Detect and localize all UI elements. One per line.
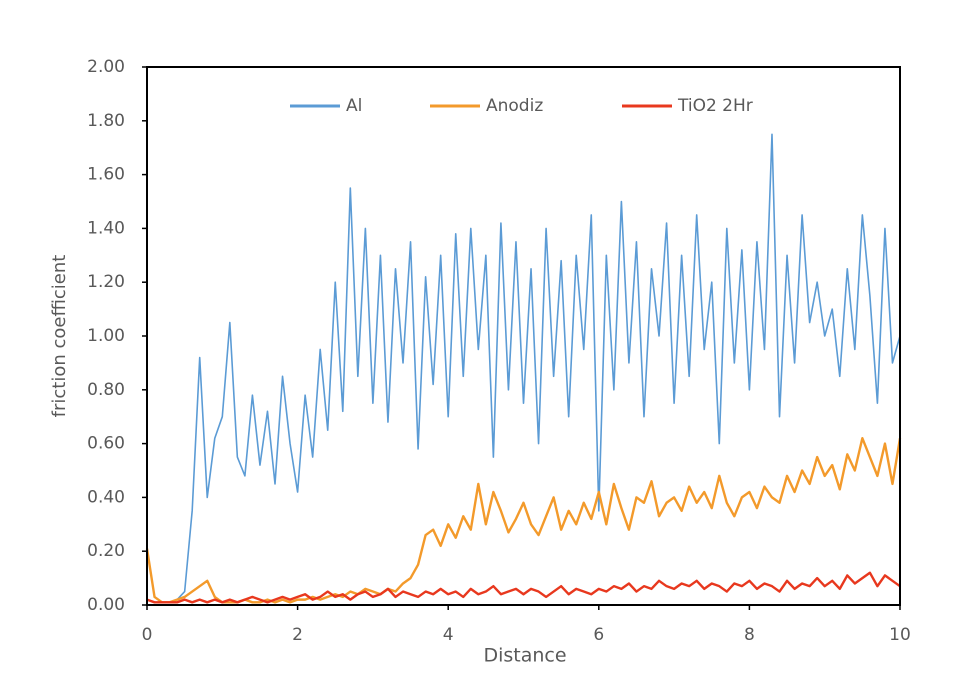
- y-tick-label: 1.60: [87, 165, 125, 185]
- x-tick-label: 8: [744, 625, 755, 645]
- legend-label: Al: [346, 96, 362, 116]
- legend-label: Anodiz: [486, 96, 543, 116]
- x-tick-label: 0: [142, 625, 153, 645]
- x-axis-title: Distance: [483, 645, 566, 667]
- y-tick-label: 1.80: [87, 111, 125, 131]
- chart: Distance friction coefficient 0.00 0.20 0.…: [0, 0, 966, 684]
- y-tick-label: 1.40: [87, 218, 125, 238]
- x-tick-label: 10: [889, 625, 911, 645]
- y-tick-label: 0.20: [87, 541, 125, 561]
- x-tick-label: 6: [593, 625, 604, 645]
- y-axis-title: friction coefficient: [49, 255, 70, 418]
- x-tick-label: 4: [443, 625, 454, 645]
- x-tick-label: 2: [292, 625, 303, 645]
- y-tick-label: 1.20: [87, 272, 125, 292]
- y-tick-label: 0.80: [87, 380, 125, 400]
- y-tick-label: 0.40: [87, 487, 125, 507]
- legend-label: TiO2 2Hr: [677, 96, 753, 116]
- y-tick-label: 0.00: [87, 595, 125, 615]
- y-tick-label: 0.60: [87, 434, 125, 454]
- y-tick-label: 1.00: [87, 326, 125, 346]
- y-tick-label: 2.00: [87, 57, 125, 77]
